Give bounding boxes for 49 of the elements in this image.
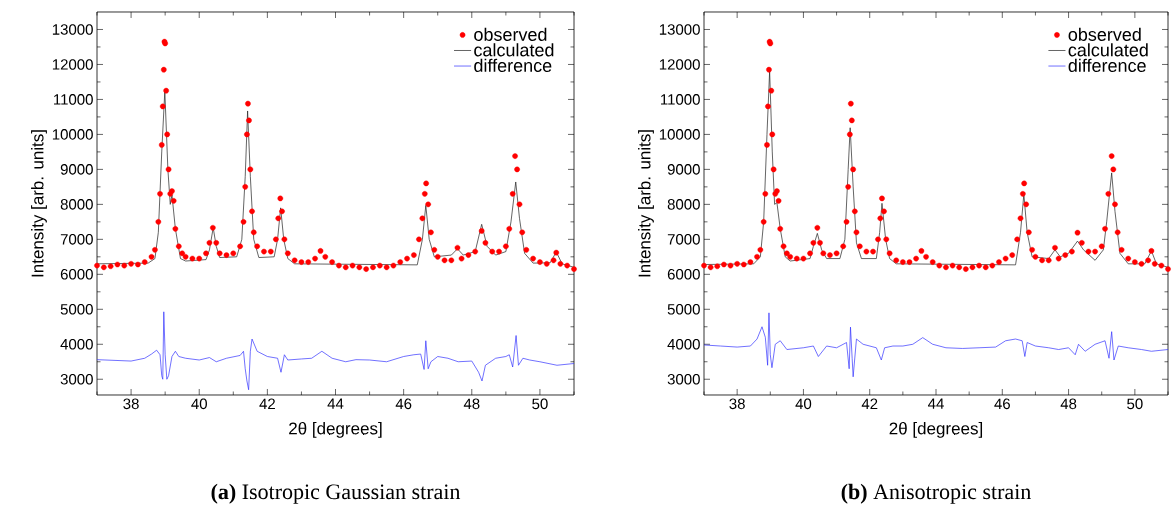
y-tick-label: 4000	[667, 338, 700, 350]
y-tick-label: 10000	[52, 129, 93, 140]
x-tick-label: 44	[928, 398, 944, 409]
x-axis-title: 2θ [degrees]	[889, 422, 983, 438]
legend-label: difference	[1068, 58, 1146, 72]
x-tick-label: 40	[191, 398, 207, 410]
x-tick-label: 50	[532, 398, 548, 410]
y-tick-label: 12000	[52, 59, 93, 70]
y-axis-title: Intensity [arb. units]	[638, 130, 654, 277]
legend-label: calculated	[1068, 43, 1148, 57]
y-tick-label: 8000	[60, 199, 93, 210]
y-tick-label: 9000	[60, 164, 93, 175]
legend-label: observed	[1068, 27, 1141, 41]
y-tick-label: 6000	[60, 269, 93, 280]
legend-label: difference	[474, 58, 552, 72]
x-tick-label: 48	[463, 398, 480, 410]
x-tick-label: 42	[861, 398, 878, 409]
y-tick-label: 11000	[54, 94, 93, 105]
y-tick-label: 7000	[667, 234, 700, 245]
x-tick-label: 46	[994, 398, 1010, 410]
y-tick-label: 4000	[60, 338, 93, 350]
y-tick-label: 10000	[659, 129, 700, 140]
y-tick-label: 8000	[667, 199, 700, 210]
y-tick-label: 11000	[661, 94, 700, 105]
x-tick-label: 48	[1060, 398, 1077, 410]
y-tick-label: 5000	[60, 303, 93, 315]
y-tick-label: 6000	[667, 269, 700, 280]
y-tick-label: 12000	[659, 59, 700, 70]
x-tick-label: 46	[395, 398, 412, 410]
x-tick-label: 42	[259, 398, 275, 409]
text: (b) Anisotropic strain	[841, 483, 1031, 504]
text: (a) Isotropic Gaussian strain	[211, 483, 461, 504]
y-tick-label: 13000	[659, 24, 700, 35]
y-tick-label: 9000	[667, 164, 700, 175]
x-tick-label: 38	[729, 398, 745, 410]
y-tick-label: 13000	[52, 24, 93, 35]
x-tick-label: 38	[123, 398, 139, 410]
y-tick-label: 5000	[667, 303, 700, 315]
y-tick-label: 7000	[60, 234, 93, 245]
legend-label: calculated	[474, 43, 554, 57]
x-tick-label: 44	[327, 398, 344, 409]
y-tick-label: 3000	[667, 373, 700, 385]
x-axis-title: 2θ [degrees]	[289, 422, 382, 438]
y-tick-label: 3000	[60, 373, 93, 385]
y-axis-title: Intensity [arb. units]	[31, 130, 47, 277]
legend-label: observed	[474, 27, 547, 41]
x-tick-label: 50	[1127, 398, 1143, 410]
line-series	[704, 312, 1168, 378]
x-tick-label: 40	[795, 398, 812, 410]
